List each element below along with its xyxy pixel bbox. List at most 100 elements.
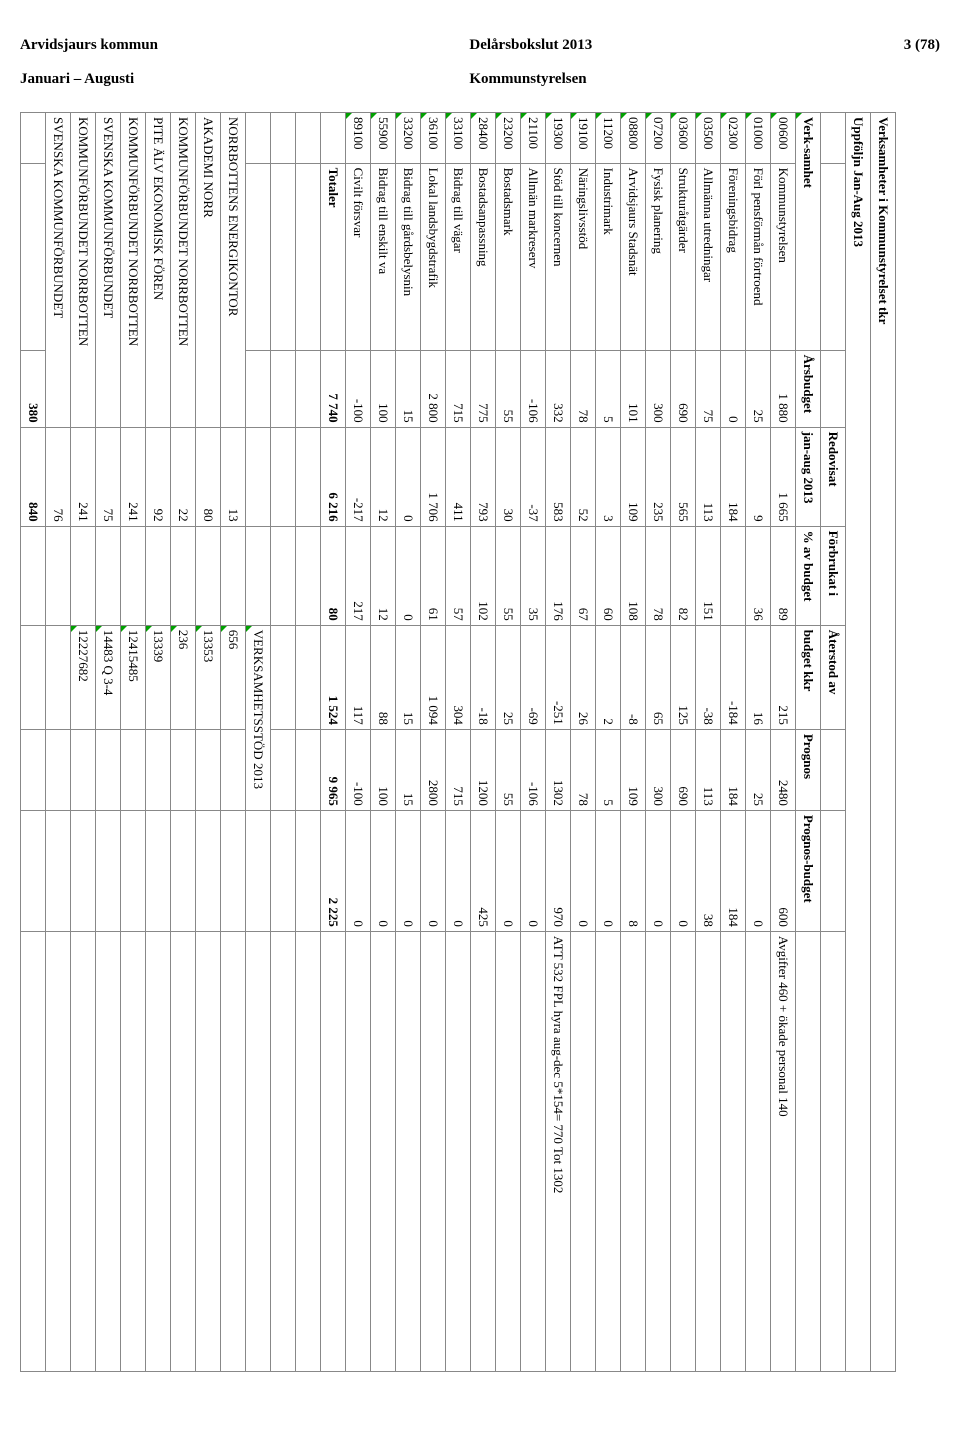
row-name: Industrimark: [596, 163, 621, 350]
totals-pct: 80: [321, 526, 346, 625]
row-aterstod: -251: [546, 625, 571, 729]
row-code: 08800: [621, 113, 646, 164]
row-pct: 35: [521, 526, 546, 625]
table-row: 33200Bidrag till gårdsbelysnin150015150: [396, 113, 421, 1372]
row-pct: 78: [646, 526, 671, 625]
row-prognosbudget: 425: [471, 810, 496, 931]
row-code: 19300: [546, 113, 571, 164]
grp-forbrukat: Förbrukat i: [821, 526, 846, 625]
row-note: [521, 931, 546, 1371]
row-name: Strukturåtgärder: [671, 163, 696, 350]
row-redovisat: 109: [621, 427, 646, 526]
table-row: 19300Stöd till koncernen332583176-251130…: [546, 113, 571, 1372]
org-row: KOMMUNFÖRBUNDET NORRBOTTEN24112415485: [121, 113, 146, 1372]
totals-label: Totaler: [321, 163, 346, 350]
table-row: 02300Föreningsbidrag0184-184184184: [721, 113, 746, 1372]
row-arsbudget: 101: [621, 350, 646, 427]
row-prognosbudget: 600: [771, 810, 796, 931]
row-aterstod: 88: [371, 625, 396, 729]
row-name: Allmänna utredningar: [696, 163, 721, 350]
table-row: 01000Förl pensförmån förtroend2593616250: [746, 113, 771, 1372]
org-name: KOMMUNFÖRBUNDET NORRBOTTEN: [121, 113, 146, 428]
row-pct: 151: [696, 526, 721, 625]
row-prognos: 25: [746, 729, 771, 810]
title2: Uppföljn Jan-Aug 2013: [846, 113, 871, 1372]
row-pct: 108: [621, 526, 646, 625]
row-arsbudget: 5: [596, 350, 621, 427]
row-code: 23200: [496, 113, 521, 164]
row-code: 33200: [396, 113, 421, 164]
row-redovisat: 184: [721, 427, 746, 526]
row-prognosbudget: 0: [571, 810, 596, 931]
row-redovisat: 1 665: [771, 427, 796, 526]
row-pct: 55: [496, 526, 521, 625]
org-value: 22: [171, 427, 196, 526]
column-header-row: Verk-samhet Årsbudget jan-aug 2013 % av …: [796, 113, 821, 1372]
orgs-total-ars: 380: [21, 350, 46, 427]
empty-row: [296, 113, 321, 1372]
row-arsbudget: 690: [671, 350, 696, 427]
budget-table: Verksamheter i Kommunstyrelset tkr Uppfö…: [20, 112, 896, 1372]
row-prognos: 55: [496, 729, 521, 810]
table-row: 07200Fysisk planering30023578653000: [646, 113, 671, 1372]
row-prognos: 15: [396, 729, 421, 810]
rotated-table-container: Verksamheter i Kommunstyrelset tkr Uppfö…: [20, 112, 940, 1412]
row-prognosbudget: 0: [671, 810, 696, 931]
row-note: [646, 931, 671, 1371]
row-name: Fysisk planering: [646, 163, 671, 350]
col-budgetKkr: budget kkr: [796, 625, 821, 729]
group-header-row: Redovisat Förbrukat i Återstod av: [821, 113, 846, 1372]
row-note: [596, 931, 621, 1371]
table-row: 28400Bostadsanpassning775793102-18120042…: [471, 113, 496, 1372]
totals-redo: 6 216: [321, 427, 346, 526]
table-row: 03600Strukturåtgärder690565821256900: [671, 113, 696, 1372]
row-redovisat: 411: [446, 427, 471, 526]
row-aterstod: 1 094: [421, 625, 446, 729]
row-prognosbudget: 0: [746, 810, 771, 931]
row-note: ATT 532 FPL hyra aug-dec 5*154= 770 Tot …: [546, 931, 571, 1371]
row-aterstod: 26: [571, 625, 596, 729]
row-prognos: 113: [696, 729, 721, 810]
org-row: PITE ÄLV EKONOMISK FÖREN9213339: [146, 113, 171, 1372]
row-prognos: -100: [346, 729, 371, 810]
table-row: 23200Bostadsmark55305525550: [496, 113, 521, 1372]
row-arsbudget: 25: [746, 350, 771, 427]
row-redovisat: 3: [596, 427, 621, 526]
org-row: SVENSKA KOMMUNFÖRBUNDET76: [46, 113, 71, 1372]
row-pct: 36: [746, 526, 771, 625]
row-note: [746, 931, 771, 1371]
row-redovisat: 1 706: [421, 427, 446, 526]
row-aterstod: 2: [596, 625, 621, 729]
row-arsbudget: 2 800: [421, 350, 446, 427]
org-value: 92: [146, 427, 171, 526]
row-note: [421, 931, 446, 1371]
table-row: 33100Bidrag till vägar715411573047150: [446, 113, 471, 1372]
org-row: KOMMUNFÖRBUNDET NORRBOTTEN24112227682: [71, 113, 96, 1372]
row-code: 21100: [521, 113, 546, 164]
row-code: 01000: [746, 113, 771, 164]
row-prognosbudget: 0: [596, 810, 621, 931]
org-row: SVENSKA KOMMUNFÖRBUNDET7514483 Q 3-4: [96, 113, 121, 1372]
row-redovisat: 12: [371, 427, 396, 526]
row-redovisat: 52: [571, 427, 596, 526]
org-code: 656: [221, 625, 246, 729]
row-aterstod: 125: [671, 625, 696, 729]
row-pct: 89: [771, 526, 796, 625]
row-pct: 61: [421, 526, 446, 625]
row-pct: 82: [671, 526, 696, 625]
row-redovisat: 583: [546, 427, 571, 526]
row-aterstod: 304: [446, 625, 471, 729]
row-prognos: 5: [596, 729, 621, 810]
row-arsbudget: 75: [696, 350, 721, 427]
row-arsbudget: -106: [521, 350, 546, 427]
org-value: 76: [46, 427, 71, 526]
row-name: Stöd till koncernen: [546, 163, 571, 350]
row-arsbudget: 55: [496, 350, 521, 427]
row-note: [371, 931, 396, 1371]
empty-row: [271, 113, 296, 1372]
org-name: PITE ÄLV EKONOMISK FÖREN: [146, 113, 171, 428]
row-redovisat: 565: [671, 427, 696, 526]
row-aterstod: -184: [721, 625, 746, 729]
row-aterstod: 25: [496, 625, 521, 729]
row-code: 89100: [346, 113, 371, 164]
